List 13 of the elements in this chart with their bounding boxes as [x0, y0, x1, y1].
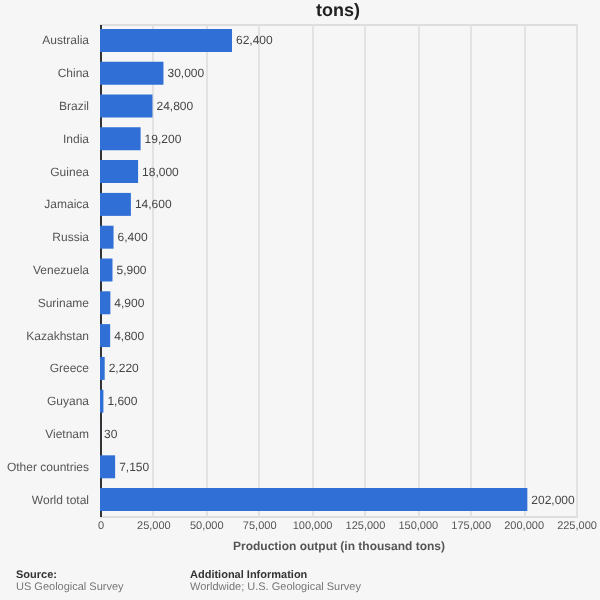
- chart-title: tons): [316, 0, 360, 20]
- bar: [100, 160, 139, 184]
- bar: [100, 61, 164, 85]
- bar: [100, 94, 153, 118]
- bar: [100, 258, 113, 282]
- bar: [100, 455, 116, 479]
- bar: [100, 488, 528, 512]
- bar: [100, 225, 114, 249]
- bar: [100, 291, 111, 315]
- bar: [100, 127, 141, 151]
- bar: [100, 28, 233, 52]
- bar: [100, 324, 111, 348]
- bar: [100, 192, 131, 216]
